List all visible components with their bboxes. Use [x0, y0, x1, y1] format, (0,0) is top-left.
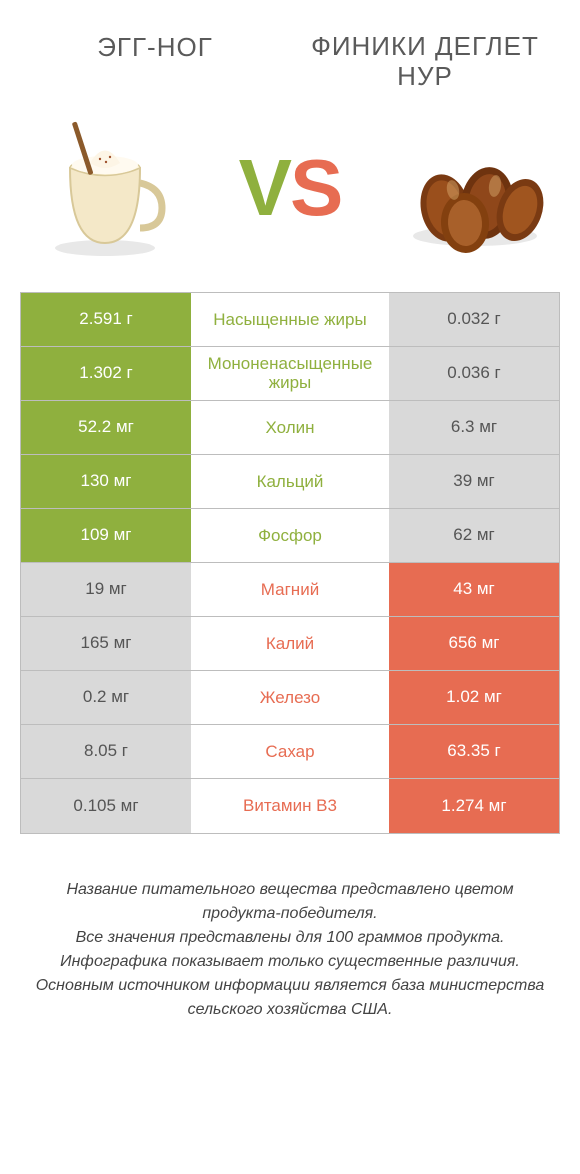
table-row: 109 мгФосфор62 мг — [21, 509, 559, 563]
footer-line: Основным источником информации является … — [30, 974, 550, 1022]
value-left: 130 мг — [21, 455, 191, 508]
infographic-root: Эгг-ног Финики Деглет Нур VS — [0, 0, 580, 1034]
comparison-table: 2.591 гНасыщенные жиры0.032 г1.302 гМоно… — [20, 292, 560, 834]
value-left: 19 мг — [21, 563, 191, 616]
nutrient-label: Фосфор — [191, 509, 389, 562]
titles-row: Эгг-ног Финики Деглет Нур — [20, 12, 560, 92]
value-right: 1.02 мг — [389, 671, 559, 724]
value-right: 43 мг — [389, 563, 559, 616]
value-right: 6.3 мг — [389, 401, 559, 454]
footer-line: Все значения представлены для 100 граммо… — [30, 926, 550, 950]
nutrient-label: Витамин B3 — [191, 779, 389, 833]
value-right: 0.036 г — [389, 347, 559, 400]
value-right: 39 мг — [389, 455, 559, 508]
value-right: 1.274 мг — [389, 779, 559, 833]
nutrient-label: Магний — [191, 563, 389, 616]
table-row: 8.05 гСахар63.35 г — [21, 725, 559, 779]
footer-line: Инфографика показывает только существенн… — [30, 950, 550, 974]
value-left: 52.2 мг — [21, 401, 191, 454]
vs-label: VS — [239, 142, 342, 234]
nutrient-label: Мононенасыщенные жиры — [191, 347, 389, 400]
dates-icon — [390, 113, 560, 263]
value-left: 165 мг — [21, 617, 191, 670]
nutrient-label: Железо — [191, 671, 389, 724]
nutrient-label: Насыщенные жиры — [191, 293, 389, 346]
vs-s: S — [290, 142, 341, 234]
table-row: 52.2 мгХолин6.3 мг — [21, 401, 559, 455]
vs-v: V — [239, 142, 290, 234]
table-row: 0.105 мгВитамин B31.274 мг — [21, 779, 559, 833]
footer-notes: Название питательного вещества представл… — [20, 878, 560, 1022]
value-left: 0.2 мг — [21, 671, 191, 724]
table-row: 0.2 мгЖелезо1.02 мг — [21, 671, 559, 725]
table-row: 130 мгКальций39 мг — [21, 455, 559, 509]
value-left: 109 мг — [21, 509, 191, 562]
hero-row: VS — [20, 108, 560, 268]
nutrient-label: Калий — [191, 617, 389, 670]
value-right: 62 мг — [389, 509, 559, 562]
title-left: Эгг-ног — [20, 12, 290, 63]
nutrient-label: Сахар — [191, 725, 389, 778]
title-right: Финики Деглет Нур — [290, 12, 560, 92]
value-left: 0.105 мг — [21, 779, 191, 833]
table-row: 165 мгКалий656 мг — [21, 617, 559, 671]
value-right: 63.35 г — [389, 725, 559, 778]
value-right: 656 мг — [389, 617, 559, 670]
nutrient-label: Кальций — [191, 455, 389, 508]
nutrient-label: Холин — [191, 401, 389, 454]
table-row: 1.302 гМононенасыщенные жиры0.036 г — [21, 347, 559, 401]
table-row: 19 мгМагний43 мг — [21, 563, 559, 617]
table-row: 2.591 гНасыщенные жиры0.032 г — [21, 293, 559, 347]
eggnog-icon — [20, 113, 190, 263]
value-left: 1.302 г — [21, 347, 191, 400]
footer-line: Название питательного вещества представл… — [30, 878, 550, 926]
value-left: 8.05 г — [21, 725, 191, 778]
value-right: 0.032 г — [389, 293, 559, 346]
value-left: 2.591 г — [21, 293, 191, 346]
